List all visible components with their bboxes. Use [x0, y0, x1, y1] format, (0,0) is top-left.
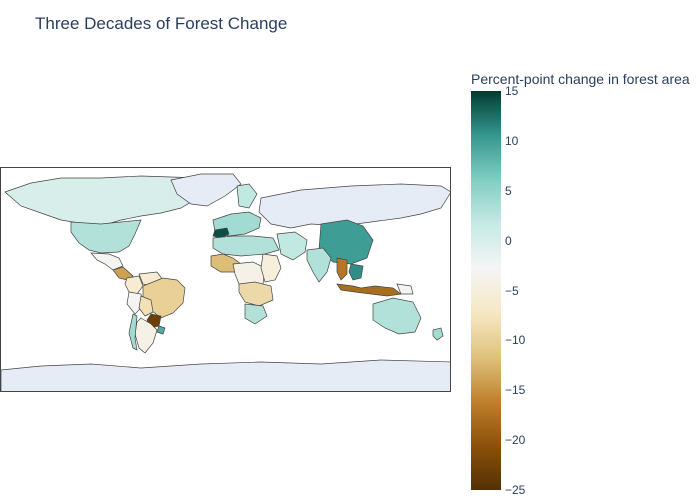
country-colombia[interactable] — [124, 275, 144, 295]
map-canvas[interactable] — [1, 168, 451, 392]
country-middle-east[interactable] — [276, 231, 308, 261]
country-spain[interactable] — [212, 227, 230, 239]
country-india[interactable] — [306, 247, 332, 283]
country-indonesia[interactable] — [336, 283, 402, 297]
country-canada[interactable] — [4, 175, 202, 227]
country-bolivia[interactable] — [138, 295, 154, 317]
country-vietnam[interactable] — [348, 263, 364, 281]
country-north-africa[interactable] — [212, 235, 280, 257]
country-angola-zambia[interactable] — [238, 281, 274, 307]
country-greenland[interactable] — [170, 173, 242, 207]
country-uruguay[interactable] — [156, 325, 166, 335]
world-map[interactable] — [0, 167, 451, 392]
colorbar-gradient — [471, 91, 501, 490]
country-southern-africa[interactable] — [244, 303, 268, 325]
country-new-zealand[interactable] — [432, 327, 444, 341]
country-antarctica[interactable] — [1, 359, 451, 392]
colorbar-tick-label: 0 — [505, 233, 512, 248]
colorbar-tick-label: 5 — [505, 183, 512, 198]
colorbar-tick-label: −20 — [505, 433, 526, 448]
colorbar-title: Percent-point change in forest area — [471, 71, 690, 87]
country-east-africa[interactable] — [260, 253, 282, 283]
country-united-states[interactable] — [70, 219, 142, 254]
country-scandinavia[interactable] — [236, 183, 258, 209]
country-myanmar[interactable] — [336, 257, 348, 281]
country-mexico[interactable] — [90, 252, 124, 271]
country-papua-new-guinea[interactable] — [396, 283, 414, 295]
country-russia[interactable] — [258, 183, 451, 229]
colorbar-tick-label: 15 — [505, 84, 519, 98]
colorbar-tick-label: −5 — [505, 283, 519, 298]
colorbar-tick-label: −15 — [505, 383, 526, 398]
colorbar-tick-label: −25 — [505, 483, 526, 497]
country-australia[interactable] — [372, 297, 422, 335]
chart-title: Three Decades of Forest Change — [35, 14, 288, 33]
colorbar-tick-label: 10 — [505, 133, 519, 148]
country-chile[interactable] — [128, 313, 138, 351]
colorbar-tick-label: −10 — [505, 333, 526, 348]
